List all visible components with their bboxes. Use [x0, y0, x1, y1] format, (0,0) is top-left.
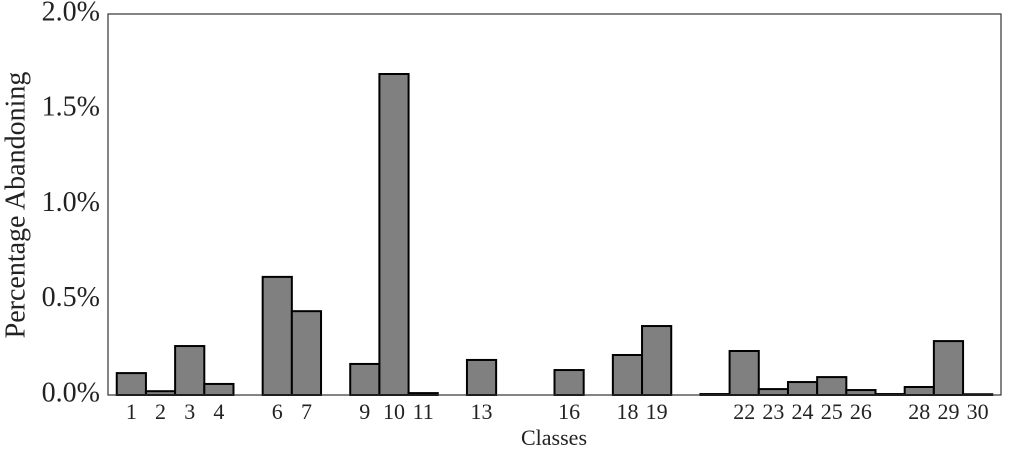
bar — [845, 389, 877, 396]
x-tick-label: 11 — [413, 399, 434, 424]
bar — [115, 372, 147, 396]
bar — [378, 73, 410, 396]
plot-frame — [107, 13, 1002, 396]
x-tick-label: 9 — [359, 399, 370, 424]
bar — [611, 353, 644, 396]
bar — [203, 382, 235, 396]
x-tick-label: 28 — [908, 399, 930, 424]
x-tick-label: 26 — [850, 399, 872, 424]
bar — [728, 349, 760, 397]
x-tick-label: 24 — [792, 399, 814, 424]
y-tick-label: 1.5% — [42, 92, 100, 123]
bar — [290, 310, 323, 396]
bar — [786, 381, 819, 396]
x-tick-label: 25 — [821, 399, 843, 424]
x-axis-label: Classes — [521, 425, 587, 450]
x-tick-label: 22 — [733, 399, 755, 424]
bar — [174, 345, 206, 397]
y-tick-label: 2.0% — [42, 0, 100, 27]
bar — [641, 325, 673, 396]
bar — [932, 340, 965, 396]
x-tick-label: 19 — [646, 399, 668, 424]
x-tick-label: 4 — [213, 399, 224, 424]
x-tick-label: 2 — [155, 399, 166, 424]
bar — [349, 362, 381, 396]
x-tick-label: 3 — [184, 399, 195, 424]
x-tick-label: 10 — [383, 399, 405, 424]
bar — [261, 275, 293, 397]
x-tick-label: 7 — [301, 399, 312, 424]
x-tick-label: 23 — [762, 399, 784, 424]
x-tick-label: 1 — [126, 399, 137, 424]
y-tick-label: 1.0% — [42, 187, 100, 218]
bar — [465, 358, 498, 396]
bar — [903, 385, 935, 396]
bar — [757, 388, 789, 397]
x-tick-label: 6 — [272, 399, 283, 424]
y-tick-label: 0.5% — [42, 282, 100, 313]
x-tick-label: 29 — [937, 399, 959, 424]
x-tick-label: 30 — [967, 399, 989, 424]
bar — [553, 369, 585, 396]
y-axis-label: Percentage Abandoning — [0, 72, 31, 339]
bar — [816, 376, 848, 396]
y-tick-label: 0.0% — [42, 377, 100, 408]
x-tick-label: 18 — [616, 399, 638, 424]
x-tick-label: 16 — [558, 399, 580, 424]
x-tick-label: 13 — [471, 399, 493, 424]
